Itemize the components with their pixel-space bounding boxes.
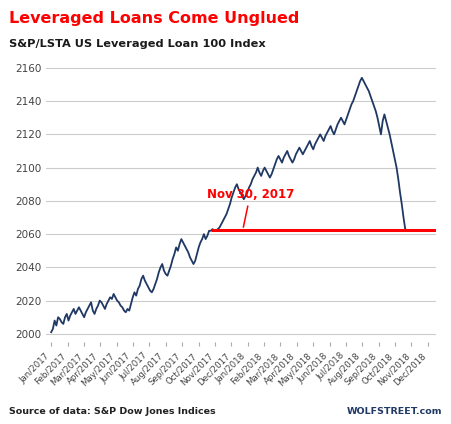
Text: Source of data: S&P Dow Jones Indices: Source of data: S&P Dow Jones Indices <box>9 407 216 416</box>
Text: S&P/LSTA US Leveraged Loan 100 Index: S&P/LSTA US Leveraged Loan 100 Index <box>9 39 266 49</box>
Text: Leveraged Loans Come Unglued: Leveraged Loans Come Unglued <box>9 11 299 25</box>
Text: WOLFSTREET.com: WOLFSTREET.com <box>346 407 442 416</box>
Text: Nov 30, 2017: Nov 30, 2017 <box>207 187 294 227</box>
